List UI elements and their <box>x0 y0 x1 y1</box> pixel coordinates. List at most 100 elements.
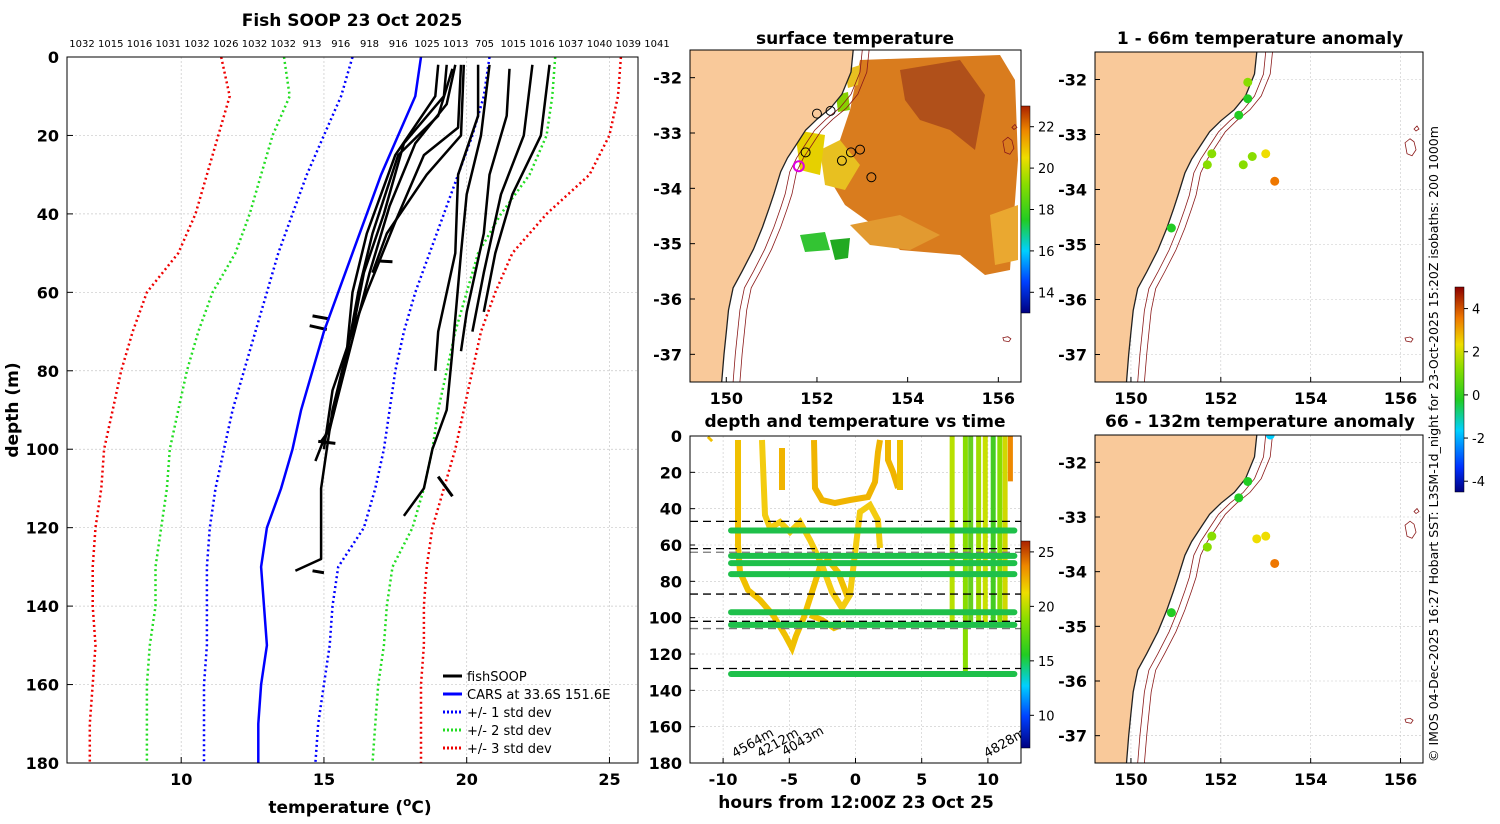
colorbar-tick-label: 18 <box>1038 204 1055 219</box>
lat-tick-label: -36 <box>1058 291 1087 310</box>
lat-tick-label: -36 <box>1058 672 1087 691</box>
fishsoop-profile <box>322 64 448 450</box>
lon-tick-label: 152 <box>800 389 833 408</box>
island <box>1002 136 1015 155</box>
island <box>1011 123 1018 130</box>
colorbar-tick-label: 4 <box>1472 303 1480 318</box>
ship-position <box>800 147 811 158</box>
yellow-tracks <box>706 436 903 656</box>
y-tick-label: 180 <box>26 754 59 773</box>
anomaly-point <box>1207 531 1217 541</box>
lon-tick-label: 154 <box>1294 389 1327 408</box>
lat-tick-label: -36 <box>653 290 682 309</box>
anomaly-map-2-title: 66 - 132m temperature anomaly <box>1105 412 1415 432</box>
time-colorbar-ticks: 25 20 15 10 <box>1030 546 1055 724</box>
profile-grid <box>67 56 638 764</box>
pressure-label: 1031 <box>156 39 181 50</box>
pressure-label: 1037 <box>558 39 583 50</box>
island <box>1002 336 1012 343</box>
y-tick-label: 100 <box>26 440 59 459</box>
y-tick-label: 20 <box>37 126 59 145</box>
x-tick-label: 0 <box>850 770 861 789</box>
ship-position <box>811 108 822 119</box>
std-dev-line <box>371 57 557 763</box>
fishsoop-profile <box>459 68 511 352</box>
x-tick-label: -10 <box>709 770 738 789</box>
time-plot-panel: depth and temperature vs time -10 -5 0 5 100… <box>649 412 1055 813</box>
profile-ylabel: depth (m) <box>3 362 23 457</box>
anomaly-colorbar <box>1454 286 1465 493</box>
fishsoop-segment <box>436 475 454 498</box>
lon-tick-label: 154 <box>1294 770 1327 789</box>
lon-tick-label: 156 <box>1384 770 1417 789</box>
x-tick-label: 5 <box>916 770 927 789</box>
anomaly-map-2: 66 - 132m temperature anomaly 150 152 154 1… <box>1058 412 1424 789</box>
y-tick-label: 160 <box>26 676 59 695</box>
y-tick-label: 0 <box>48 48 59 67</box>
lat-tick-label: -32 <box>1058 453 1087 472</box>
anomaly-point <box>1270 558 1280 568</box>
ship-position <box>866 172 877 183</box>
pressure-label: 916 <box>389 39 408 50</box>
sst-map-ticks: 150 152 154 156 -32 -33 -34 -35 -36 -37 <box>653 69 1015 408</box>
coastline <box>1125 435 1258 763</box>
pressure-label: 916 <box>331 39 350 50</box>
anomaly-point <box>1261 149 1271 159</box>
anomaly-point <box>1265 435 1275 440</box>
profile-panel: Fish SOOP 23 Oct 2025 1032 1015 1016 1031 10… <box>3 11 670 818</box>
ship-position <box>855 144 866 155</box>
lat-tick-label: -34 <box>1058 181 1087 200</box>
pressure-label: 1032 <box>271 39 296 50</box>
coastline <box>721 50 854 382</box>
y-tick-label: 40 <box>37 205 59 224</box>
x-tick-label: 10 <box>170 770 192 789</box>
coastline <box>1125 52 1258 382</box>
y-tick-label: 80 <box>37 362 59 381</box>
bathy-labels: 4564m 4212m 4043m 4828m <box>730 724 1029 762</box>
x-tick-label: 25 <box>598 770 620 789</box>
pressure-label: 1013 <box>443 39 468 50</box>
y-tick-label: 60 <box>660 536 682 555</box>
anomaly-points <box>1166 77 1280 233</box>
y-tick-label: 180 <box>649 754 682 773</box>
fishsoop-profile <box>351 64 463 333</box>
fishsoop-profile <box>471 64 534 332</box>
island <box>1404 138 1417 157</box>
legend-label: fishSOOP <box>467 670 527 685</box>
lon-tick-label: 154 <box>891 389 924 408</box>
std-dev-line <box>88 57 231 763</box>
anomaly-point <box>1247 152 1257 161</box>
pressure-labels: 1032 1015 1016 1031 1032 1026 1032 1032 913 916 91… <box>69 39 669 50</box>
legend: fishSOOP CARS at 33.6S 151.6E +/- 1 std de… <box>443 670 610 757</box>
ship-position <box>825 105 836 116</box>
cars-line <box>257 57 423 763</box>
pressure-label: 1032 <box>242 39 267 50</box>
lat-tick-label: -35 <box>1058 617 1087 636</box>
lat-tick-label: -37 <box>1058 727 1087 746</box>
anomaly-point <box>1270 176 1280 186</box>
time-plot-xlabel: hours from 12:00Z 23 Oct 25 <box>718 793 994 813</box>
isobaths <box>1125 435 1420 763</box>
sst-map-title: surface temperature <box>756 29 954 49</box>
pressure-label: 705 <box>475 39 494 50</box>
profile-axes-box <box>66 56 639 764</box>
lat-tick-label: -33 <box>653 124 682 143</box>
y-tick-label: 100 <box>649 609 682 628</box>
x-tick-label: -5 <box>780 770 798 789</box>
sst-colorbar <box>1020 105 1031 314</box>
pressure-label: 1032 <box>69 39 94 50</box>
isobath-1000m <box>1144 52 1273 382</box>
pressure-label: 1026 <box>213 39 238 50</box>
cars-location-marker <box>792 160 805 173</box>
anomaly-point <box>1261 531 1271 541</box>
pressure-label: 1015 <box>98 39 123 50</box>
green-horizontal-tracks <box>728 527 1018 677</box>
anomaly-point <box>1238 160 1248 170</box>
colorbar-tick-label: 16 <box>1038 245 1055 260</box>
x-tick-label: 10 <box>977 770 999 789</box>
lat-tick-label: -35 <box>653 235 682 254</box>
anomaly-points <box>1166 435 1280 618</box>
lon-tick-label: 150 <box>1114 770 1147 789</box>
anomaly-point <box>1166 608 1176 618</box>
std-dev-lines <box>88 57 623 763</box>
